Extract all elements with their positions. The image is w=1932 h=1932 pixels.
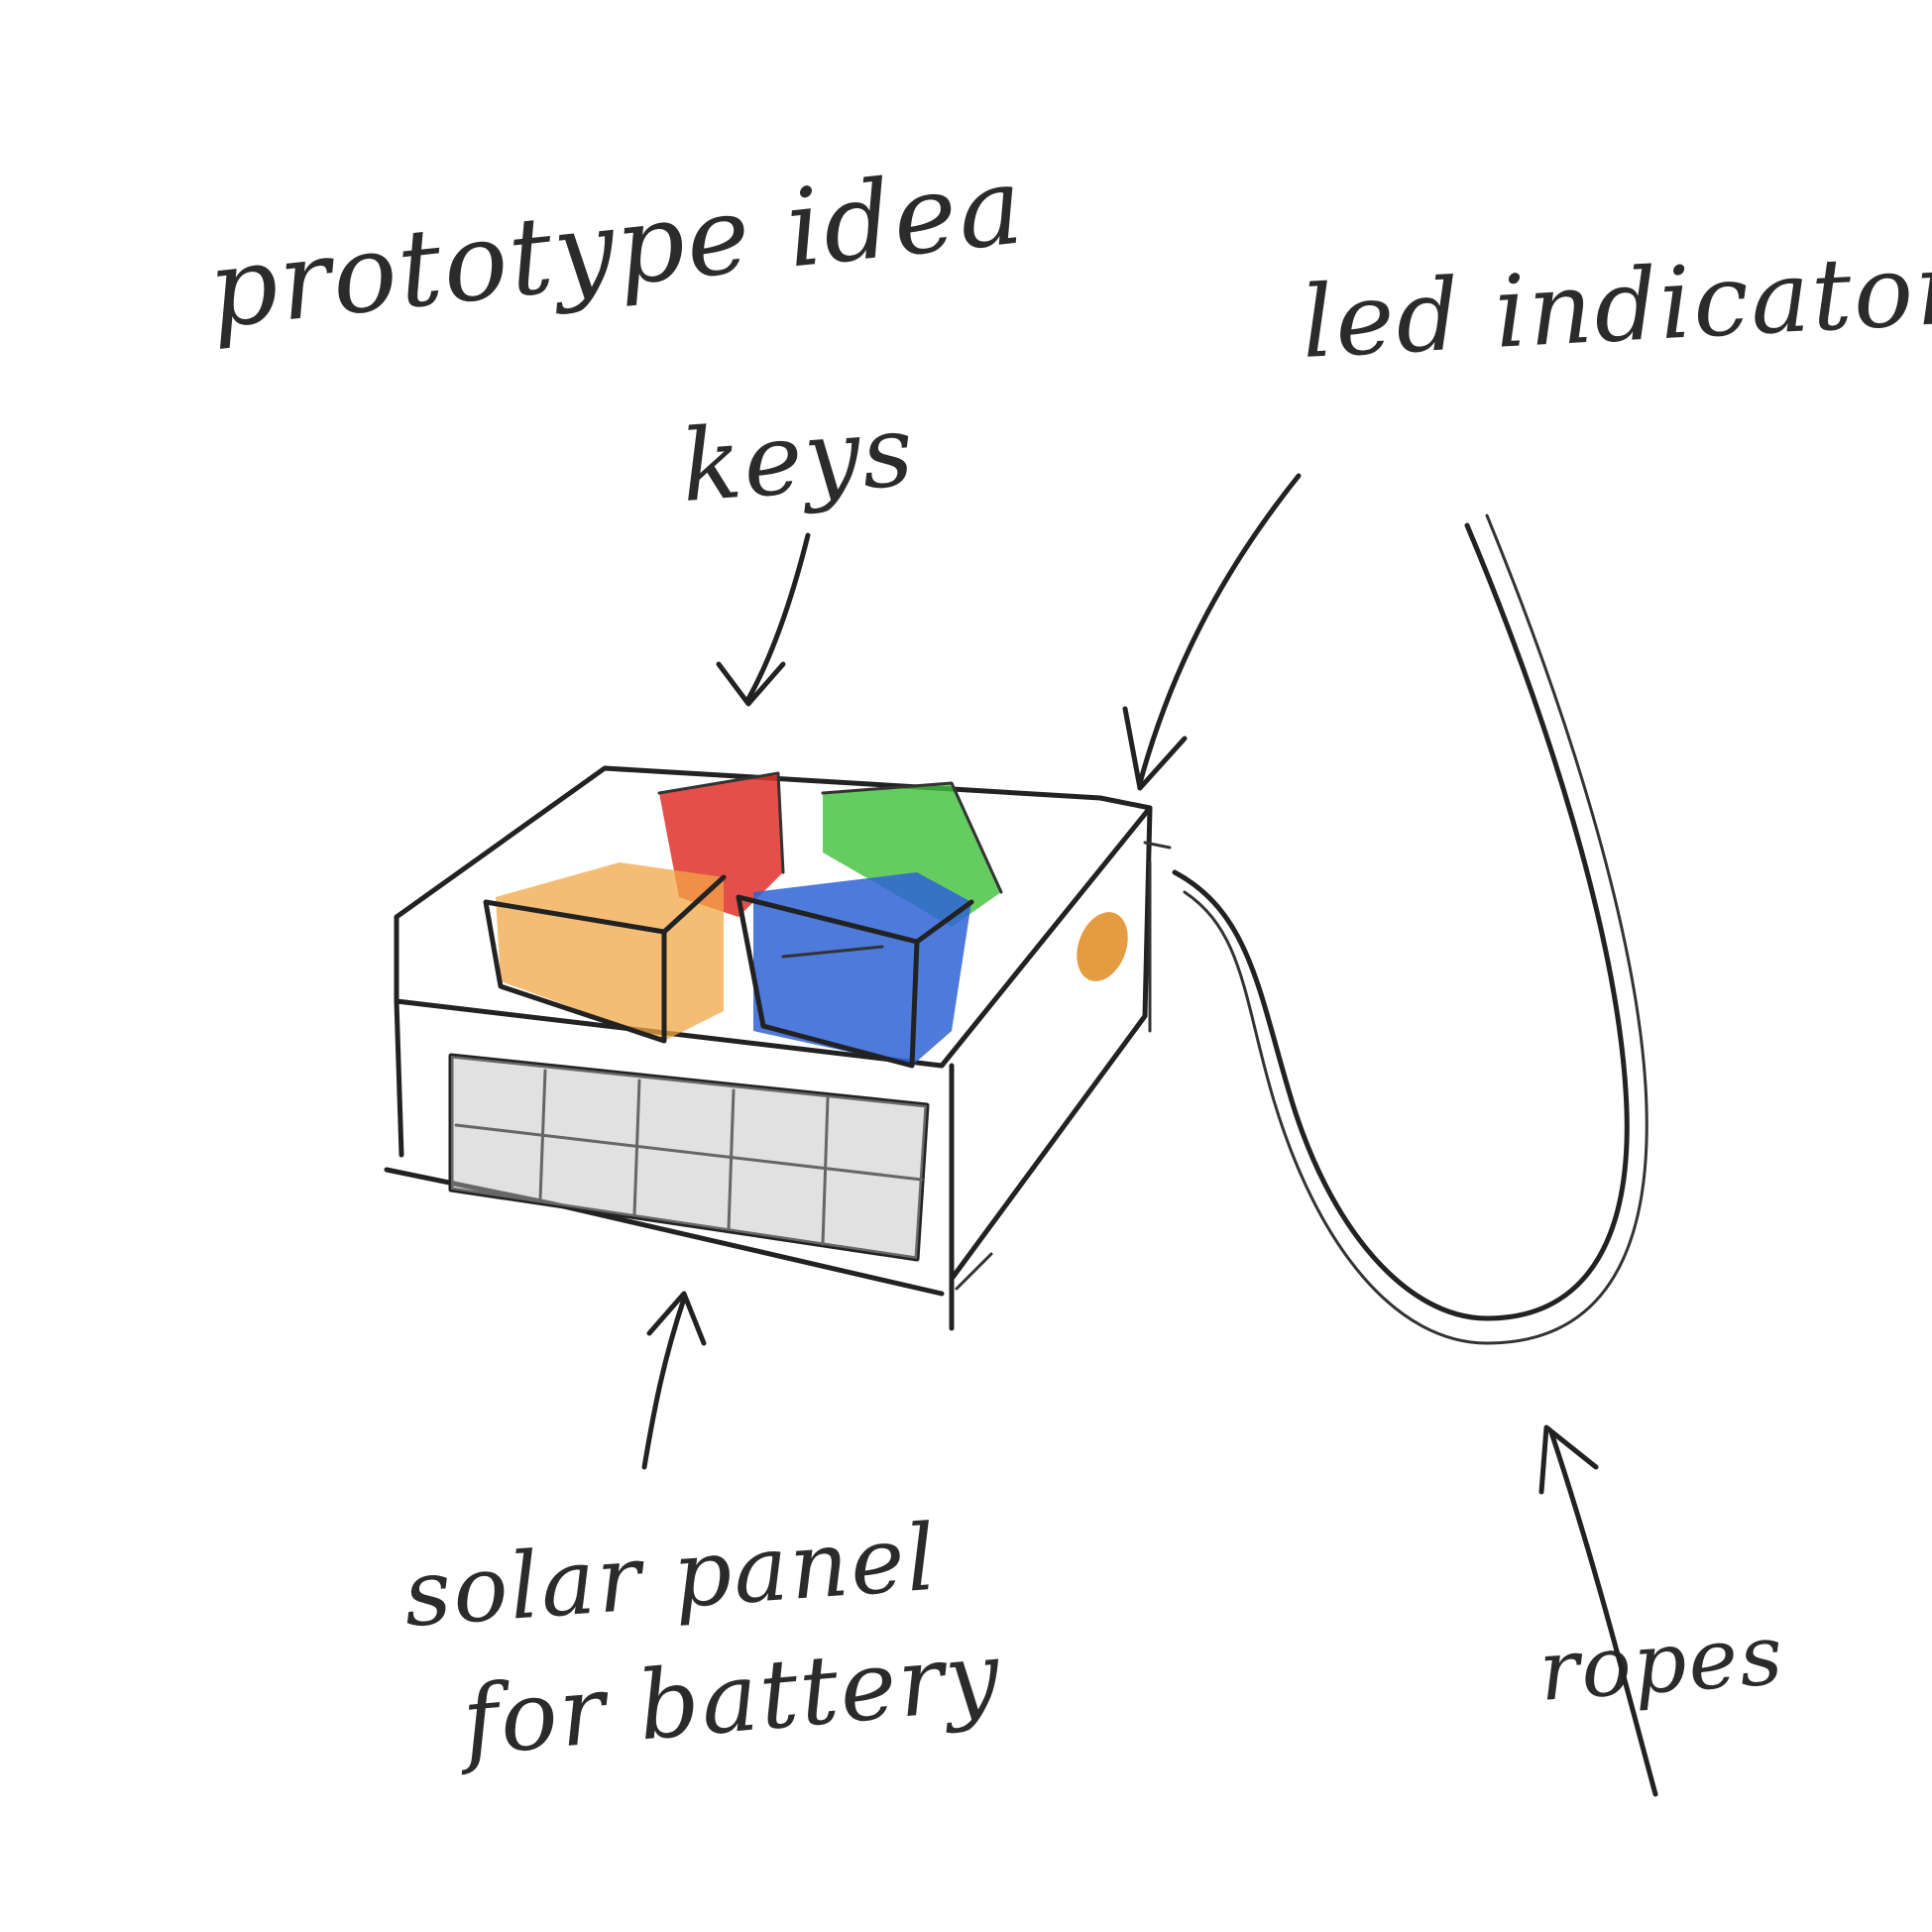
led-label: led indicator: [1299, 230, 1932, 381]
key-orange: [483, 862, 727, 1044]
box-left-face: [394, 914, 404, 1158]
key-blue: [736, 872, 974, 1069]
keys-arrow: [716, 532, 811, 707]
keys-label: keys: [678, 393, 919, 524]
solar-arrow: [641, 1291, 707, 1470]
key-green: [821, 781, 1003, 927]
solar-label-line1: solar panel: [400, 1505, 941, 1648]
ropes-label: ropes: [1536, 1606, 1788, 1720]
rope: [1172, 513, 1648, 1345]
title-label: prototype idea: [203, 144, 1031, 353]
solar-label-line2: for battery: [452, 1620, 1005, 1778]
solar-panel: [448, 1053, 930, 1262]
led-indicator: [1077, 912, 1128, 981]
ropes-arrow: [1538, 1424, 1658, 1797]
box-right-face: [949, 805, 1153, 1331]
led-arrow: [1122, 473, 1302, 791]
